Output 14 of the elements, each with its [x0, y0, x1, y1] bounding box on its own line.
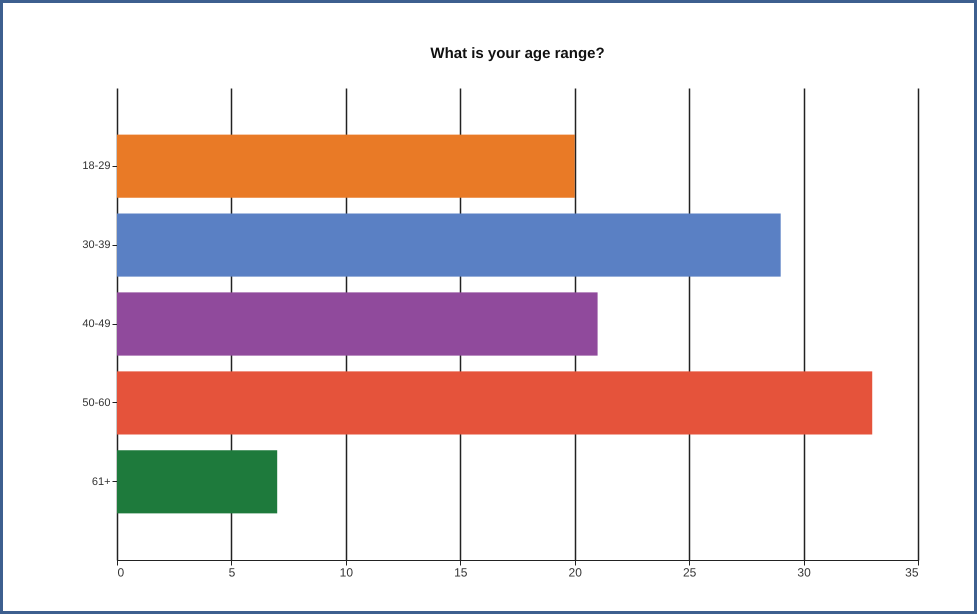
- x-tick-label: 20: [568, 566, 582, 580]
- x-tick-label: 30: [797, 566, 812, 580]
- x-tick-label: 15: [454, 566, 468, 580]
- x-tick-label: 5: [228, 566, 236, 580]
- x-tick-label: 10: [340, 566, 354, 580]
- y-tick-label: 50-60: [82, 396, 110, 409]
- y-tick-label: 18-29: [82, 160, 110, 172]
- x-tick-label: 25: [682, 566, 697, 580]
- y-tick-label: 30-39: [82, 239, 110, 252]
- x-tick-label: 0: [118, 566, 124, 580]
- y-tick-label: 61+: [92, 476, 110, 488]
- x-tick-label: 35: [905, 566, 919, 580]
- chart-title: What is your age range?: [430, 45, 605, 62]
- y-tick-label: 40-49: [82, 318, 110, 330]
